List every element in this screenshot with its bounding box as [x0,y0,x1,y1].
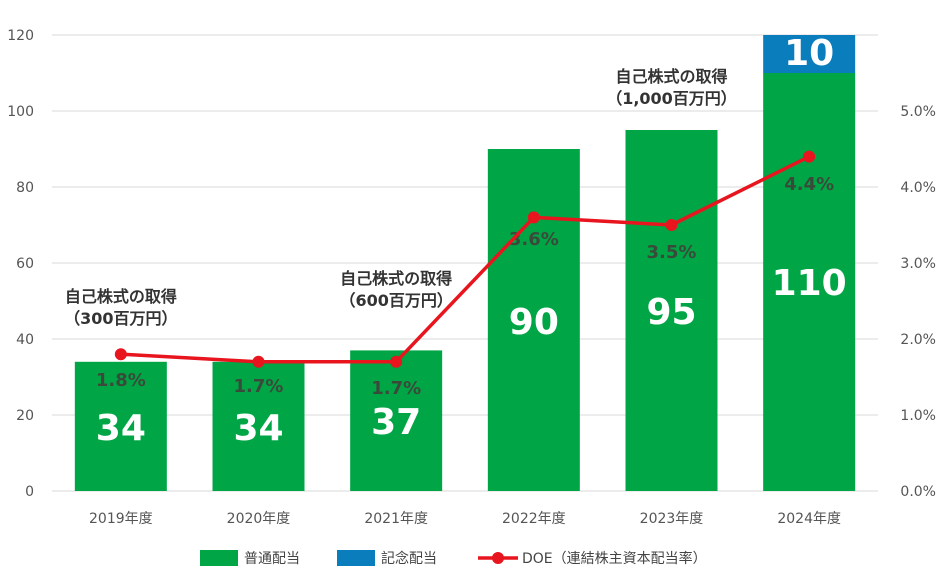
y-tick-label: 120 [7,28,34,44]
y2-tick-label: 0.0% [900,484,936,500]
doe-value-label: 3.5% [647,242,697,263]
x-tick-label: 2024年度 [777,511,841,527]
doe-point [803,150,816,163]
bar-regular [212,361,305,491]
bar-value-label: 110 [772,263,847,304]
bar-commemorative [763,35,856,73]
y-tick-label: 40 [16,332,34,348]
legend-swatch-commemorative [337,550,375,566]
legend-label-commemorative: 記念配当 [381,550,437,567]
x-tick-label: 2019年度 [89,511,153,527]
annotation-text: 自己株式の取得 [615,67,727,86]
y-tick-label: 100 [7,104,34,120]
commemorative-value-label: 10 [784,33,834,74]
doe-value-label: 1.7% [234,376,284,397]
doe-point [114,348,127,361]
legend-label-regular: 普通配当 [244,551,300,567]
bar-value-label: 34 [233,408,283,449]
annotation-text: （1,000百万円） [606,89,737,108]
annotation-text: （600百万円） [339,291,452,310]
bar-regular [487,149,580,491]
doe-value-label: 4.4% [784,174,834,195]
y-tick-label: 60 [16,256,34,272]
bar-regular [350,350,443,491]
y2-tick-label: 4.0% [900,180,936,196]
legend-swatch-doe-point [492,552,504,564]
doe-point [252,355,265,368]
y2-tick-label: 2.0% [900,332,936,348]
bar-value-label: 95 [646,292,696,333]
legend-label-doe: DOE（連結株主資本配当率） [522,550,707,567]
doe-line [120,155,810,364]
bar-regular [763,73,856,491]
doe-value-label: 3.6% [509,229,559,250]
y2-tick-label: 1.0% [900,408,936,424]
bar-regular [625,130,718,491]
doe-point [527,211,540,224]
bar-regular [74,361,167,491]
y-tick-label: 20 [16,408,34,424]
y2-tick-label: 3.0% [900,256,936,272]
doe-point [390,355,403,368]
legend-swatch-regular [200,550,238,566]
x-tick-label: 2021年度 [364,511,428,527]
y-tick-label: 80 [16,180,34,196]
annotation-text: （300百万円） [64,309,177,328]
annotation-text: 自己株式の取得 [340,269,452,288]
bar-value-label: 37 [371,402,421,443]
y2-tick-label: 5.0% [900,104,936,120]
doe-value-label: 1.7% [371,378,421,399]
bar-value-label: 34 [96,408,146,449]
x-tick-label: 2023年度 [640,511,704,527]
y-tick-label: 0 [25,484,34,500]
doe-point [665,219,678,231]
annotation-text: 自己株式の取得 [65,287,177,306]
x-tick-label: 2022年度 [502,511,566,527]
bar-value-label: 90 [509,302,559,343]
doe-value-label: 1.8% [96,370,146,391]
x-tick-label: 2020年度 [227,511,291,527]
